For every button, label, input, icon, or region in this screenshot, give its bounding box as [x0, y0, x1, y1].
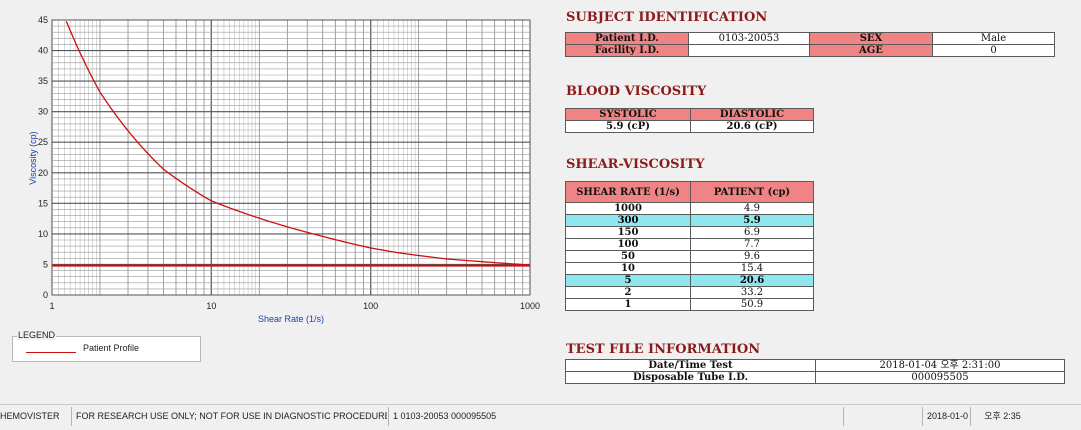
systolic-value: 5.9 (cP): [565, 120, 691, 133]
table-row: SYSTOLIC DIASTOLIC: [565, 108, 814, 121]
table-row: 150 6.9: [565, 226, 814, 239]
y-axis-label: Viscosity (cp): [28, 131, 38, 184]
x-axis-label: Shear Rate (1/s): [258, 314, 324, 324]
status-time: 오후 2:35: [970, 407, 1030, 426]
y-tick-label: 10: [38, 229, 48, 239]
shear-rate-cell: 150: [565, 226, 691, 239]
shear-rate-cell: 100: [565, 238, 691, 251]
tube-id-label: Disposable Tube I.D.: [565, 371, 816, 384]
blood-viscosity-title: BLOOD VISCOSITY: [566, 84, 707, 99]
status-date: 2018-01-04: [922, 407, 968, 426]
y-tick-label: 5: [43, 259, 48, 269]
patient-cp-cell: 15.4: [690, 262, 814, 275]
x-tick-labels: 1 10 100 1000: [49, 301, 540, 311]
patient-cp-header: PATIENT (cp): [690, 181, 814, 203]
shear-rate-cell: 1000: [565, 202, 691, 215]
patient-cp-cell: 9.6: [690, 250, 814, 263]
x-tick-label: 100: [363, 301, 378, 311]
status-app-name: HEMOVISTER: [0, 411, 60, 421]
status-empty-panel: [843, 407, 921, 426]
table-row: 10 15.4: [565, 262, 814, 275]
facility-id-label: Facility I.D.: [565, 44, 689, 57]
table-row-highlighted: 5 20.6: [565, 274, 814, 287]
age-label: AGE: [809, 44, 933, 57]
patient-cp-cell: 6.9: [690, 226, 814, 239]
shear-rate-cell: 2: [565, 286, 691, 299]
diastolic-label: DIASTOLIC: [690, 108, 814, 121]
patient-id-value: 0103-20053: [688, 32, 810, 45]
patient-cp-cell: 50.9: [690, 298, 814, 311]
table-row: Date/Time Test 2018-01-04 오후 2:31:00: [565, 359, 1065, 372]
datetime-label: Date/Time Test: [565, 359, 816, 372]
viscosity-chart: 1 10 100 1000 0 5 10 15 20 25 30 35 40 45 Shear Rate…: [28, 15, 540, 324]
series-line: [65, 21, 531, 266]
table-row: Disposable Tube I.D. 000095505: [565, 371, 1065, 384]
datetime-value: 2018-01-04 오후 2:31:00: [815, 359, 1065, 372]
table-row: 1 50.9: [565, 298, 814, 311]
shear-viscosity-title: SHEAR-VISCOSITY: [566, 157, 705, 172]
table-header-row: SHEAR RATE (1/s) PATIENT (cp): [565, 181, 814, 203]
patient-cp-cell: 7.7: [690, 238, 814, 251]
y-tick-label: 20: [38, 168, 48, 178]
table-row: Patient I.D. 0103-20053 SEX Male: [565, 32, 1055, 45]
legend-box: LEGEND Patient Profile: [12, 330, 201, 362]
shear-rate-cell: 1: [565, 298, 691, 311]
plot-area: [51, 19, 531, 296]
patient-id-label: Patient I.D.: [565, 32, 689, 45]
table-row: 5.9 (cP) 20.6 (cP): [565, 120, 814, 133]
y-tick-label: 0: [43, 290, 48, 300]
y-tick-label: 45: [38, 15, 48, 25]
tube-id-value: 000095505: [815, 371, 1065, 384]
y-tick-label: 30: [38, 107, 48, 117]
x-tick-label: 1: [49, 301, 54, 311]
status-research-notice: FOR RESEARCH USE ONLY; NOT FOR USE IN DI…: [71, 407, 387, 426]
systolic-label: SYSTOLIC: [565, 108, 691, 121]
y-tick-label: 35: [38, 76, 48, 86]
age-value: 0: [932, 44, 1055, 57]
shear-viscosity-table: SHEAR RATE (1/s) PATIENT (cp) 1000 4.9 30…: [565, 181, 814, 311]
shear-rate-cell: 5: [565, 274, 691, 287]
blood-viscosity-table: SYSTOLIC DIASTOLIC 5.9 (cP) 20.6 (cP): [565, 108, 814, 133]
table-row: 50 9.6: [565, 250, 814, 263]
table-row: 1000 4.9: [565, 202, 814, 215]
subject-table: Patient I.D. 0103-20053 SEX Male Facilit…: [565, 32, 1055, 57]
series-patient-profile: [65, 21, 531, 266]
diastolic-value: 20.6 (cP): [690, 120, 814, 133]
patient-cp-cell: 4.9: [690, 202, 814, 215]
sex-label: SEX: [809, 32, 933, 45]
x-tick-label: 10: [206, 301, 216, 311]
shear-rate-cell: 50: [565, 250, 691, 263]
table-row: 100 7.7: [565, 238, 814, 251]
x-tick-label: 1000: [520, 301, 540, 311]
shear-rate-cell: 300: [565, 214, 691, 227]
patient-cp-cell: 20.6: [690, 274, 814, 287]
patient-cp-cell: 5.9: [690, 214, 814, 227]
subject-identification-title: SUBJECT IDENTIFICATION: [566, 10, 768, 25]
table-row: Facility I.D. AGE 0: [565, 44, 1055, 57]
status-record-info: 1 0103-20053 000095505: [388, 407, 842, 426]
test-file-information-title: TEST FILE INFORMATION: [566, 342, 761, 357]
window-top-edge: [0, 0, 1081, 6]
y-tick-label: 25: [38, 137, 48, 147]
legend-entry-label: Patient Profile: [83, 343, 140, 353]
shear-rate-cell: 10: [565, 262, 691, 275]
sex-value: Male: [932, 32, 1055, 45]
y-tick-label: 40: [38, 46, 48, 56]
legend-line-swatch: [26, 352, 76, 353]
shear-rate-header: SHEAR RATE (1/s): [565, 181, 691, 203]
patient-cp-cell: 33.2: [690, 286, 814, 299]
test-file-table: Date/Time Test 2018-01-04 오후 2:31:00 Dis…: [565, 359, 1065, 384]
table-row-highlighted: 300 5.9: [565, 214, 814, 227]
y-tick-labels: 0 5 10 15 20 25 30 35 40 45: [38, 15, 48, 300]
table-row: 2 33.2: [565, 286, 814, 299]
y-tick-label: 15: [38, 198, 48, 208]
status-bar: HEMOVISTER FOR RESEARCH USE ONLY; NOT FO…: [0, 404, 1081, 430]
facility-id-value: [688, 44, 810, 57]
legend-title: LEGEND: [17, 330, 57, 340]
